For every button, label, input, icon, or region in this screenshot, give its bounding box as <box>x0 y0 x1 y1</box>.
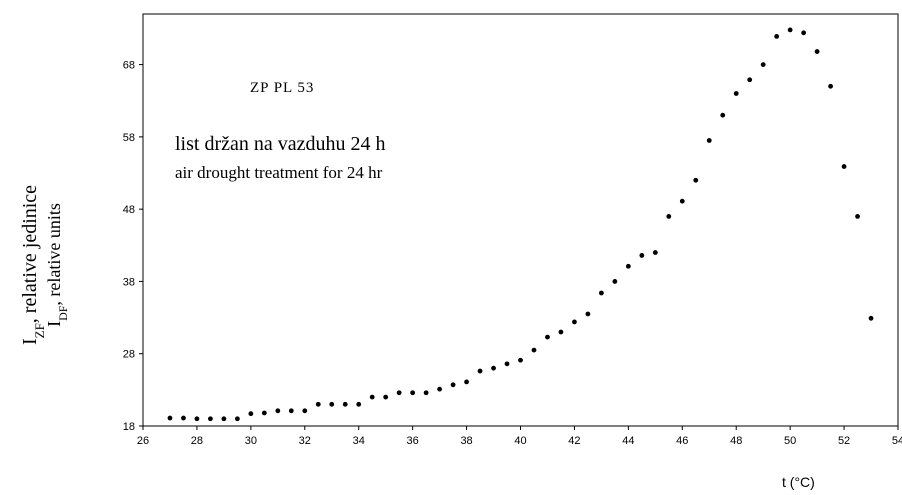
point <box>531 347 537 353</box>
point <box>787 27 793 33</box>
x-axis-label: t (°C) <box>782 474 815 490</box>
point <box>194 416 200 422</box>
x-tick-label: 30 <box>245 435 257 447</box>
point <box>774 34 780 39</box>
point <box>585 311 591 317</box>
point <box>828 83 833 89</box>
point <box>760 62 766 67</box>
point <box>855 213 860 219</box>
point <box>464 379 469 385</box>
y-axis-label-part: , relative jedinice <box>19 185 41 323</box>
point <box>720 112 726 118</box>
point <box>248 411 254 417</box>
x-tick-label: 28 <box>191 435 203 447</box>
x-tick-label: 34 <box>353 435 365 447</box>
point <box>666 213 672 219</box>
point <box>477 368 483 374</box>
point <box>841 164 847 169</box>
annotation: list držan na vazduhu 24 h <box>175 133 386 155</box>
y-tick-label: 18 <box>123 421 135 433</box>
point <box>208 416 213 422</box>
y-axis-label-part: ZF <box>32 323 47 338</box>
y-tick-label: 28 <box>123 349 135 361</box>
plot-frame <box>142 13 899 427</box>
point <box>450 382 456 388</box>
x-tick-label: 36 <box>407 435 419 447</box>
y-tick-label: 68 <box>123 60 135 72</box>
x-tick-label: 52 <box>838 435 850 447</box>
point <box>396 390 402 396</box>
point <box>545 334 550 340</box>
y-axis-label: IZF, relative jedinice <box>19 185 47 345</box>
x-tick-label: 48 <box>730 435 742 447</box>
point <box>342 401 348 407</box>
point <box>315 401 321 407</box>
y-axis-label-part: , relative units <box>44 203 64 305</box>
point <box>558 329 564 335</box>
annotation: ZP PL 53 <box>250 80 314 96</box>
point <box>288 408 294 414</box>
x-tick-label: 50 <box>784 435 796 447</box>
x-tick-label: 32 <box>299 435 311 447</box>
y-axis-label-part: I <box>44 321 64 327</box>
y-axis-label-part: I <box>19 338 41 345</box>
point <box>234 416 240 422</box>
point <box>504 361 510 367</box>
point <box>356 401 362 407</box>
x-tick-label: 38 <box>460 435 472 447</box>
point <box>706 138 712 143</box>
x-tick-label: 26 <box>137 435 149 447</box>
point <box>625 263 631 269</box>
point <box>733 91 739 96</box>
x-tick-label: 40 <box>514 435 526 447</box>
point <box>801 30 807 36</box>
point <box>275 408 281 414</box>
point <box>814 49 820 54</box>
point <box>423 390 429 396</box>
x-tick-label: 46 <box>676 435 688 447</box>
point <box>437 386 443 392</box>
y-tick-label: 48 <box>123 204 135 216</box>
point <box>369 394 375 400</box>
point <box>747 77 753 83</box>
point <box>410 390 416 396</box>
point <box>383 394 389 400</box>
x-tick-label: 44 <box>622 435 634 447</box>
point <box>652 250 658 255</box>
point <box>302 408 308 414</box>
y-axis-label-part: DF <box>56 305 70 321</box>
point <box>693 177 699 183</box>
point <box>518 357 523 363</box>
annotation: air drought treatment for 24 hr <box>175 163 383 182</box>
point <box>181 415 186 421</box>
x-tick-label: 42 <box>568 435 580 447</box>
point <box>221 416 227 422</box>
point <box>612 279 618 284</box>
y-tick-label: 38 <box>123 276 135 288</box>
point <box>329 401 335 407</box>
x-tick-label: 54 <box>892 435 902 447</box>
point <box>572 319 577 325</box>
point <box>679 198 685 204</box>
point <box>598 290 604 296</box>
y-tick-label: 58 <box>123 132 135 144</box>
point <box>261 410 267 416</box>
y-axis-label: IDF, relative units <box>44 203 70 327</box>
point <box>167 415 173 421</box>
point <box>868 315 874 321</box>
point <box>639 253 645 258</box>
point <box>491 365 496 371</box>
